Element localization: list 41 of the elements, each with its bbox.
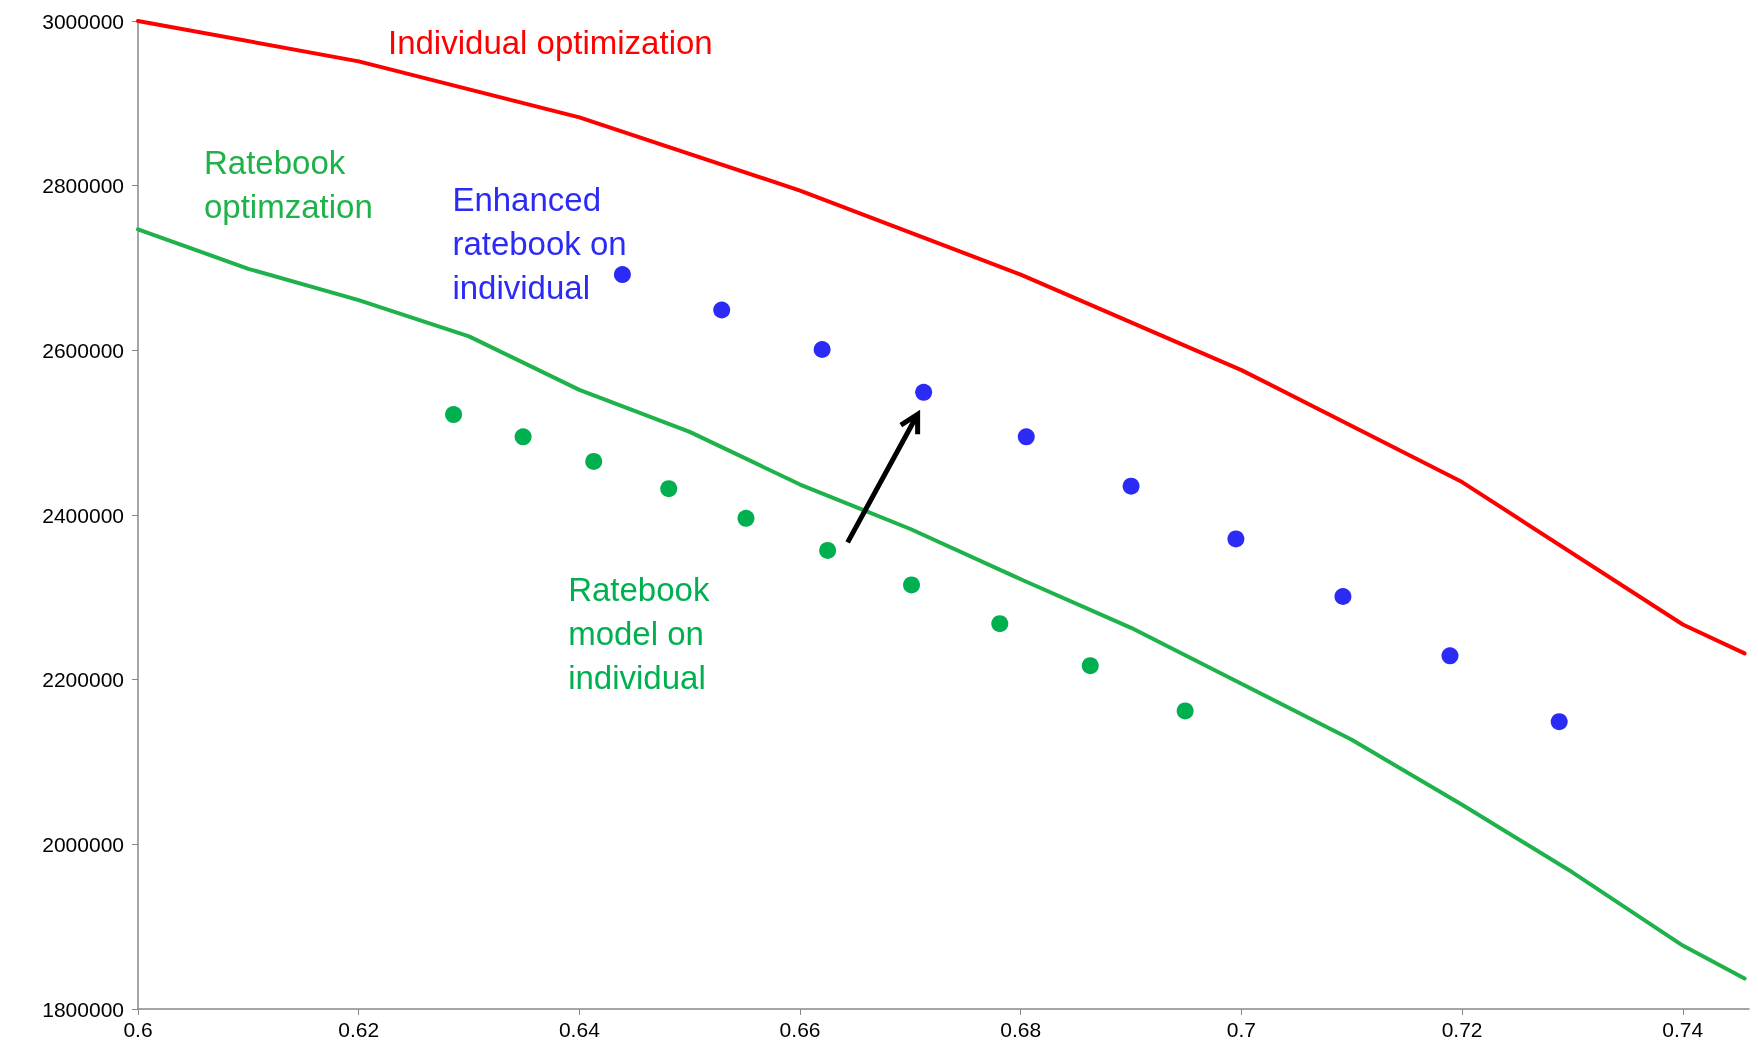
series-label: Ratebook model on individual [568, 569, 711, 698]
point [713, 301, 731, 319]
point [585, 452, 603, 470]
x-tick-label: 0.74 [1662, 1018, 1704, 1041]
y-tick-label: 1800000 [42, 997, 124, 1021]
point [1081, 657, 1099, 675]
series-label: Ratebook optimzation [204, 143, 374, 227]
series-label: Individual optimization [388, 23, 714, 63]
x-tick-label: 0.62 [338, 1018, 380, 1041]
point [445, 406, 463, 424]
point [915, 383, 933, 401]
y-tick-label: 2400000 [42, 503, 124, 527]
point [903, 576, 920, 594]
y-tick-label: 3000000 [42, 9, 124, 33]
y-tick-label: 2800000 [42, 174, 124, 198]
point [514, 428, 532, 446]
point [1334, 588, 1352, 606]
x-tick-label: 0.72 [1441, 1018, 1483, 1041]
point [991, 615, 1009, 633]
y-tick-label: 2200000 [42, 668, 124, 692]
point [813, 341, 831, 359]
x-tick-label: 0.66 [779, 1018, 821, 1041]
line-series [136, 19, 1747, 656]
point [1441, 647, 1459, 665]
point [1122, 477, 1140, 495]
x-tick-label: 0.68 [1000, 1018, 1042, 1041]
point [737, 509, 755, 527]
point [1550, 713, 1568, 731]
point [660, 480, 678, 498]
point [613, 266, 631, 284]
line-series [136, 227, 1747, 981]
y-tick-label: 2600000 [42, 338, 124, 362]
point [1017, 428, 1035, 446]
point [819, 541, 837, 559]
x-tick-label: 0.7 [1226, 1018, 1257, 1041]
point [1227, 530, 1245, 548]
series-label: Enhanced ratebook on individual [452, 179, 628, 308]
x-tick-label: 0.64 [558, 1018, 601, 1041]
x-tick-label: 0.6 [123, 1018, 153, 1041]
y-tick-label: 2000000 [42, 832, 124, 856]
point [1176, 702, 1194, 720]
